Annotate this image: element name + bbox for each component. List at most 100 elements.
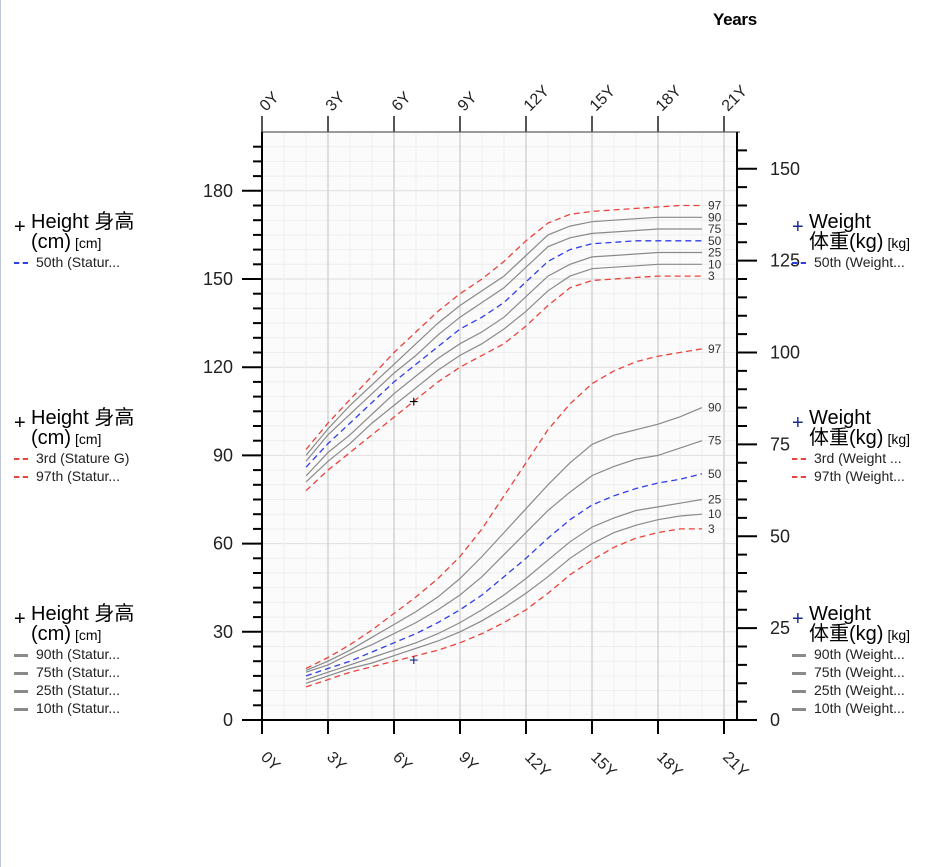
weight-measurement-mark: +	[409, 652, 418, 669]
legend-subtitle: (cm) [cm]	[31, 232, 101, 253]
legend-unit: [kg]	[887, 627, 911, 643]
top-axis-tick-label: 18Y	[653, 82, 685, 114]
left-axis-tick-label: 60	[213, 534, 233, 554]
weight-end-label: 3	[708, 522, 715, 536]
height-end-label: 25	[708, 246, 722, 260]
legend-plus-icon[interactable]: +	[14, 608, 26, 630]
legend-plus-icon[interactable]: +	[14, 412, 26, 434]
height-series-10th	[305, 263, 702, 483]
legend-title: Weight	[809, 211, 871, 233]
legend-plus-icon[interactable]: +	[792, 608, 804, 630]
grey-line-swatch-icon	[792, 708, 806, 711]
legend-subtitle: (cm) [cm]	[31, 624, 101, 645]
top-axis-tick-label: 9Y	[455, 89, 481, 115]
legend-unit: [cm]	[74, 235, 102, 251]
top-axis-tick-label: 0Y	[257, 89, 283, 115]
grey-line-swatch-icon	[14, 672, 28, 675]
right-axis-tick-label: 0	[770, 710, 780, 730]
legend-unit: [kg]	[887, 235, 911, 251]
top-axis-tick-label: 12Y	[521, 82, 553, 114]
legend-item-label: 10th (Statur...	[36, 700, 121, 716]
weight-end-label: 97	[708, 342, 722, 356]
legend-unit: [cm]	[74, 431, 102, 447]
left-legend-3: + Height 身高 (cm) [cm] 90th (Statur... 75th (S…	[14, 604, 164, 716]
right-axis-tick-label: 100	[770, 343, 800, 363]
legend-subtitle: 体重(kg) [kg]	[809, 428, 910, 449]
bottom-axis-tick-label: 21Y	[719, 749, 751, 781]
left-axis-tick-label: 90	[213, 445, 233, 465]
legend-title: Height 身高	[31, 407, 135, 429]
legend-item-label: 90th (Statur...	[36, 646, 121, 662]
bottom-axis-tick-label: 0Y	[257, 749, 283, 775]
blue-line-swatch-icon	[14, 262, 28, 264]
left-axis-tick-label: 120	[203, 357, 233, 377]
weight-end-label: 10	[708, 507, 722, 521]
bottom-axis-tick-label: 6Y	[389, 749, 415, 775]
right-axis-tick-label: 50	[770, 526, 790, 546]
left-axis-tick-label: 30	[213, 622, 233, 642]
years-axis-title: Years	[713, 10, 757, 29]
legend-title: Weight	[809, 407, 871, 429]
measurement-marks: ++	[409, 394, 418, 669]
right-legend-1: + Weight 体重(kg) [kg] 50th (Weight...	[792, 212, 942, 322]
legend-plus-icon[interactable]: +	[792, 412, 804, 434]
left-axis-tick-label: 180	[203, 181, 233, 201]
height-end-label: 75	[708, 222, 722, 236]
bottom-axis-tick-label: 9Y	[455, 749, 481, 775]
legend-subtitle-text: (cm)	[31, 623, 71, 645]
legend-title: Height 身高	[31, 211, 135, 233]
weight-end-label: 50	[708, 467, 722, 481]
red-line-swatch-icon	[14, 458, 28, 460]
legend-item-label: 25th (Statur...	[36, 682, 121, 698]
left-axis-tick-label: 0	[223, 710, 233, 730]
weight-series-10th	[305, 513, 703, 684]
left-legend-2: + Height 身高 (cm) [cm] 3rd (Stature G) 97th (S…	[14, 408, 164, 518]
height-end-label: 50	[708, 234, 722, 248]
legend-subtitle-text: (cm)	[31, 231, 71, 253]
red-line-swatch-icon	[792, 476, 806, 478]
grey-line-swatch-icon	[792, 672, 806, 675]
grey-line-swatch-icon	[792, 690, 806, 693]
grid-lines	[261, 132, 737, 721]
height-end-label: 10	[708, 257, 722, 271]
legend-item-label: 97th (Weight...	[814, 468, 905, 484]
height-measurement-mark: +	[409, 394, 418, 411]
legend-item-label: 97th (Statur...	[36, 468, 121, 484]
legend-item-label: 90th (Weight...	[814, 646, 905, 662]
legend-item-label: 50th (Statur...	[36, 254, 121, 270]
legend-plus-icon[interactable]: +	[792, 216, 804, 238]
right-legend-3: + Weight 体重(kg) [kg] 90th (Weight... 75th (We…	[792, 603, 942, 716]
legend-plus-icon[interactable]: +	[14, 216, 26, 238]
legend-unit: [kg]	[887, 431, 911, 447]
legend-subtitle-text: 体重(kg)	[809, 623, 884, 645]
weight-series-75th	[305, 440, 703, 673]
height-series-75th	[305, 228, 702, 462]
top-axis-tick-label: 15Y	[587, 82, 619, 114]
legend-item-label: 75th (Statur...	[36, 664, 121, 680]
left-axis-tick-label: 150	[203, 269, 233, 289]
legend-item-label: 10th (Weight...	[814, 700, 905, 716]
right-axis-tick-label: 125	[770, 251, 800, 271]
grey-line-swatch-icon	[792, 654, 806, 657]
height-series-97th	[305, 204, 702, 450]
bottom-axis-tick-label: 18Y	[653, 749, 685, 781]
height-end-label: 97	[708, 199, 722, 213]
legend-title: Weight	[809, 603, 871, 625]
left-legend-1: + Height 身高 (cm) [cm] 50th (Statur...	[14, 212, 164, 322]
right-axis-tick-label: 150	[770, 159, 800, 179]
blue-line-swatch-icon	[792, 262, 806, 264]
top-axis-tick-label: 3Y	[323, 89, 349, 115]
red-line-swatch-icon	[14, 476, 28, 478]
legend-subtitle: 体重(kg) [kg]	[809, 232, 910, 253]
red-line-swatch-icon	[792, 458, 806, 460]
legend-item-label: 75th (Weight...	[814, 664, 905, 680]
right-legend-2: + Weight 体重(kg) [kg] 3rd (Weight ... 97th (We…	[792, 408, 942, 518]
bottom-axis-tick-label: 12Y	[521, 749, 553, 781]
top-axis-tick-label: 6Y	[389, 89, 415, 115]
height-series-3rd	[305, 275, 702, 492]
right-axis-tick-label: 75	[770, 434, 790, 454]
height-end-label: 3	[708, 269, 715, 283]
weight-series-90th	[305, 407, 703, 671]
